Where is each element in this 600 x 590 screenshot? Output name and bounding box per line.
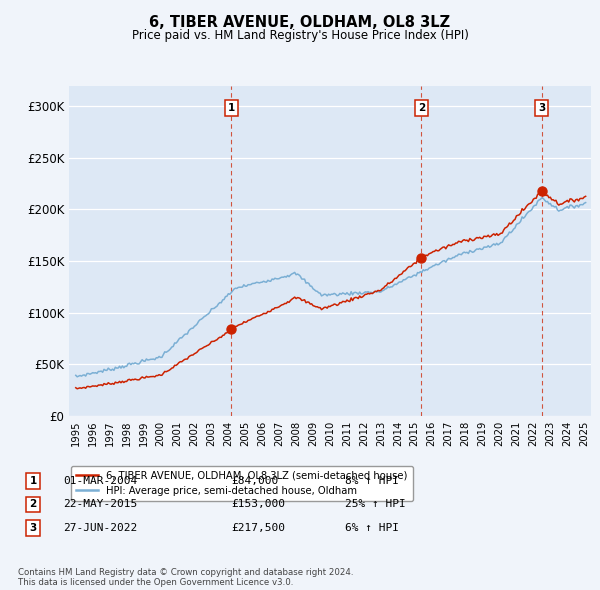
Text: 3: 3 (538, 103, 545, 113)
Text: 6, TIBER AVENUE, OLDHAM, OL8 3LZ: 6, TIBER AVENUE, OLDHAM, OL8 3LZ (149, 15, 451, 30)
Text: £84,000: £84,000 (231, 476, 278, 486)
Text: 1: 1 (227, 103, 235, 113)
Text: 22-MAY-2015: 22-MAY-2015 (63, 500, 137, 509)
Text: Price paid vs. HM Land Registry's House Price Index (HPI): Price paid vs. HM Land Registry's House … (131, 30, 469, 42)
Text: 27-JUN-2022: 27-JUN-2022 (63, 523, 137, 533)
Text: 8% ↑ HPI: 8% ↑ HPI (345, 476, 399, 486)
Text: £217,500: £217,500 (231, 523, 285, 533)
Text: 6% ↑ HPI: 6% ↑ HPI (345, 523, 399, 533)
Text: £153,000: £153,000 (231, 500, 285, 509)
Text: 01-MAR-2004: 01-MAR-2004 (63, 476, 137, 486)
Text: 2: 2 (29, 500, 37, 509)
Text: 3: 3 (29, 523, 37, 533)
Legend: 6, TIBER AVENUE, OLDHAM, OL8 3LZ (semi-detached house), HPI: Average price, semi: 6, TIBER AVENUE, OLDHAM, OL8 3LZ (semi-d… (71, 466, 413, 500)
Text: 2: 2 (418, 103, 425, 113)
Text: Contains HM Land Registry data © Crown copyright and database right 2024.
This d: Contains HM Land Registry data © Crown c… (18, 568, 353, 587)
Text: 1: 1 (29, 476, 37, 486)
Text: 25% ↑ HPI: 25% ↑ HPI (345, 500, 406, 509)
